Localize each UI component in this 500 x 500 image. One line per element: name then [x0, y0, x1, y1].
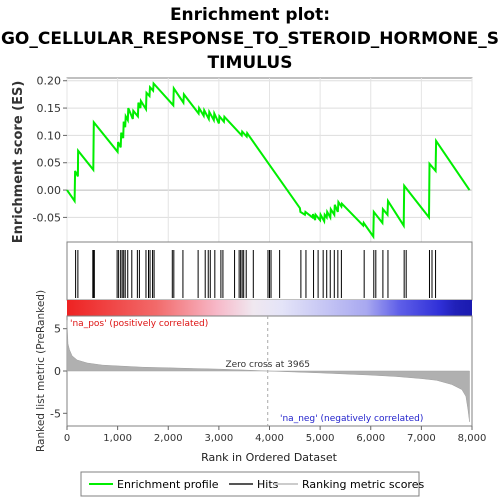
x-axis: 0 1,000 2,000 3,000 4,000 5,000 6,000 7,000 8,00… — [64, 426, 487, 444]
x-tick-label: 0 — [64, 433, 70, 444]
es-y-tick-label: -0.05 — [33, 211, 61, 224]
ranked-metric-panel: -5 0 5 Zero cross at 3965 'na_pos' (positi… — [35, 290, 486, 464]
es-y-tick-label: 0.05 — [37, 157, 62, 170]
x-axis-label: Rank in Ordered Dataset — [201, 451, 338, 464]
es-y-tick-label: 0.10 — [37, 129, 62, 142]
x-tick-label: 8,000 — [458, 433, 487, 444]
x-tick-label: 1,000 — [103, 433, 132, 444]
legend-enrichment-profile: Enrichment profile — [117, 478, 219, 491]
ranked-y-tick-label: -5 — [50, 407, 61, 420]
x-tick-label: 6,000 — [356, 433, 385, 444]
legend-ranking-metric-scores: Ranking metric scores — [302, 478, 424, 491]
ranked-y-axis: -5 0 5 — [50, 323, 67, 421]
es-y-tick-label: 0.15 — [37, 102, 62, 115]
x-tick-label: 2,000 — [154, 433, 183, 444]
rank-color-band — [67, 300, 472, 316]
ranked-y-tick-label: 5 — [54, 323, 61, 336]
rank-color-gradient — [67, 300, 472, 316]
x-tick-label: 3,000 — [205, 433, 234, 444]
es-y-axis: -0.05 0.00 0.05 0.10 0.15 0.20 — [33, 75, 67, 225]
x-tick-label: 5,000 — [306, 433, 335, 444]
positive-correlation-label: 'na_pos' (positively correlated) — [70, 319, 208, 329]
es-y-tick-label: 0.20 — [37, 75, 62, 88]
negative-correlation-label: 'na_neg' (negatively correlated) — [280, 414, 423, 424]
es-panel: -0.05 0.00 0.05 0.10 0.15 0.20 Enrichment sco… — [11, 75, 472, 244]
hits-panel — [67, 242, 472, 300]
es-y-axis-label: Enrichment score (ES) — [11, 81, 26, 244]
zero-cross-label: Zero cross at 3965 — [225, 360, 310, 370]
es-y-tick-label: 0.00 — [37, 184, 62, 197]
x-tick-label: 4,000 — [255, 433, 284, 444]
ranked-y-tick-label: 0 — [54, 365, 61, 378]
ranked-y-axis-label: Ranked list metric (PreRanked) — [35, 290, 47, 452]
legend: Enrichment profile Hits Ranking metric s… — [81, 472, 424, 496]
x-tick-label: 7,000 — [407, 433, 436, 444]
